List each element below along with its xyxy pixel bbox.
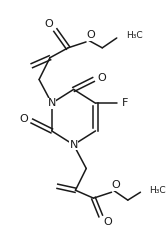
Text: N: N	[48, 98, 56, 108]
Text: H₃C: H₃C	[150, 186, 166, 195]
Text: O: O	[112, 180, 120, 190]
Text: N: N	[69, 140, 78, 150]
Text: O: O	[97, 73, 106, 82]
Text: O: O	[45, 19, 53, 29]
Text: O: O	[19, 114, 28, 124]
Text: O: O	[86, 30, 95, 40]
Text: O: O	[103, 217, 112, 227]
Text: H₃C: H₃C	[126, 31, 142, 40]
Text: F: F	[122, 98, 129, 108]
